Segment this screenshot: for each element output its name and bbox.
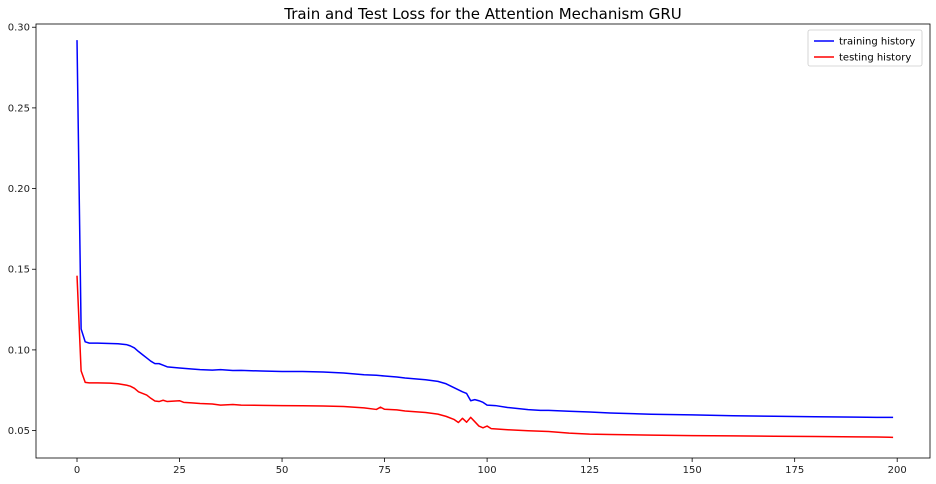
legend: training history testing history — [807, 29, 923, 67]
y-tick-label: 0.30 — [8, 23, 30, 34]
y-axis: 0.05 0.10 0.15 0.20 0.25 0.30 — [8, 23, 36, 437]
series-line-1 — [76, 275, 894, 439]
y-tick-label: 0.05 — [8, 426, 30, 437]
x-tick-label: 50 — [276, 465, 289, 476]
chart-title: Train and Test Loss for the Attention Me… — [283, 5, 682, 23]
x-tick-label: 25 — [173, 465, 186, 476]
legend-box — [807, 29, 923, 67]
x-tick-label: 150 — [683, 465, 702, 476]
plot-frame — [35, 23, 931, 459]
y-tick-label: 0.20 — [8, 184, 30, 195]
x-tick-label: 0 — [74, 465, 80, 476]
x-tick-label: 175 — [785, 465, 804, 476]
y-tick-label: 0.10 — [8, 345, 30, 356]
legend-label-0: training history — [839, 37, 915, 48]
x-tick-label: 100 — [478, 465, 497, 476]
series-line-0 — [76, 40, 894, 419]
y-tick-label: 0.15 — [8, 265, 30, 276]
legend-label-1: testing history — [839, 53, 911, 64]
series-lines — [76, 40, 894, 439]
x-tick-label: 125 — [580, 465, 599, 476]
x-tick-label: 200 — [888, 465, 907, 476]
x-axis: 0 25 50 75 100 125 150 175 200 — [74, 458, 907, 476]
x-tick-label: 75 — [378, 465, 391, 476]
y-tick-label: 0.25 — [8, 103, 30, 114]
